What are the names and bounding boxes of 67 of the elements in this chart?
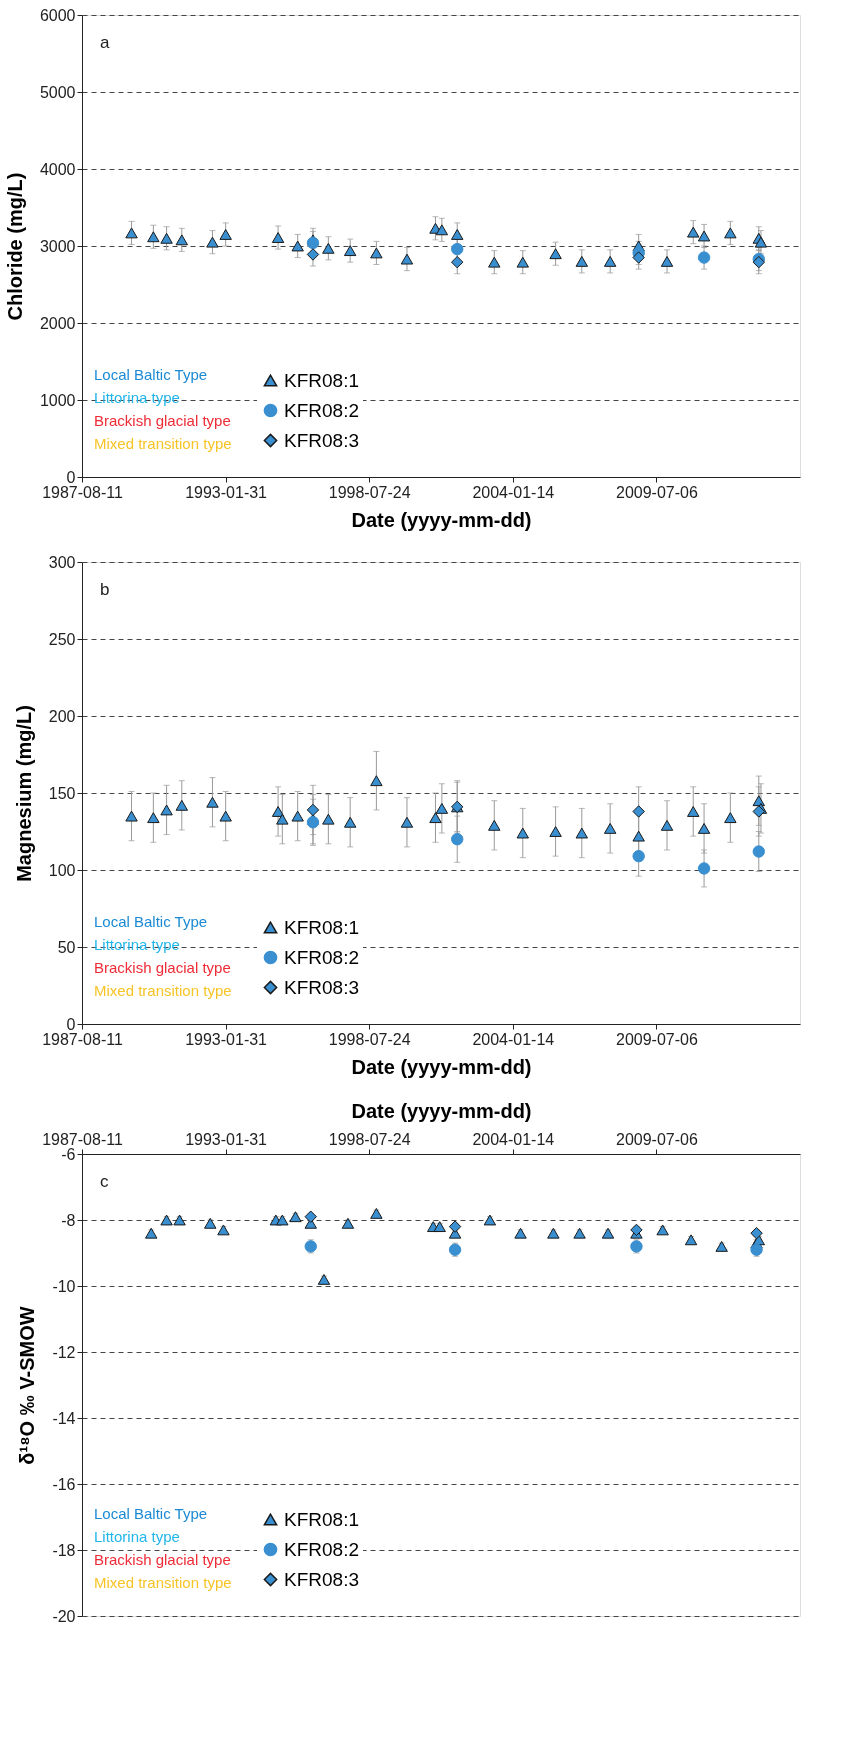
- legend-label: KFR08:2: [284, 946, 359, 968]
- y-tick-label: -10: [52, 1277, 76, 1295]
- y-axis-title: Magnesium (mg/L): [12, 705, 35, 882]
- annotation: Littorina type: [94, 1528, 180, 1545]
- y-tick-label: 1000: [39, 391, 76, 409]
- legend-label: KFR08:1: [284, 369, 359, 391]
- annotation: Local Baltic Type: [94, 366, 208, 383]
- y-tick-label: 6000: [39, 6, 76, 24]
- annotation: Mixed transition type: [94, 435, 232, 452]
- y-tick-label: 0: [66, 468, 76, 486]
- x-tick-label: 2009-07-06: [615, 1030, 698, 1048]
- annotation: a: [100, 33, 110, 52]
- annotation: Littorina type: [94, 936, 180, 953]
- annotation: Brackish glacial type: [94, 959, 231, 976]
- annotation: Mixed transition type: [94, 982, 232, 999]
- x-tick-label: 1993-01-31: [185, 1130, 268, 1148]
- legend-label: KFR08:1: [284, 1508, 359, 1530]
- x-tick-label: 2004-01-14: [472, 1030, 555, 1048]
- y-tick-label: -18: [52, 1541, 76, 1559]
- y-tick-label: 0: [66, 1015, 76, 1033]
- legend-label: KFR08:3: [284, 976, 359, 998]
- x-tick-label: 1987-08-11: [42, 1030, 123, 1048]
- x-axis-title: Date (yyyy-mm-dd): [351, 1055, 532, 1078]
- annotation: c: [100, 1172, 109, 1191]
- legend-label: KFR08:2: [284, 1538, 359, 1560]
- x-tick-label: 2004-01-14: [472, 1130, 555, 1148]
- x-tick-label: 1987-08-11: [42, 1130, 123, 1148]
- x-axis-title: Date (yyyy-mm-dd): [351, 508, 532, 531]
- y-tick-label: 4000: [39, 160, 76, 178]
- x-tick-label: 2009-07-06: [615, 483, 698, 501]
- x-tick-label: 1987-08-11: [42, 483, 123, 501]
- y-tick-label: 200: [48, 707, 76, 725]
- annotation: Mixed transition type: [94, 1574, 232, 1591]
- y-tick-label: -8: [61, 1211, 76, 1229]
- y-tick-label: 300: [48, 553, 76, 571]
- y-tick-label: -20: [52, 1607, 76, 1625]
- y-axis-title: δ¹⁸O ‰ V-SMOW: [16, 1306, 39, 1465]
- legend-label: KFR08:3: [284, 1568, 359, 1590]
- annotation: b: [100, 580, 110, 599]
- y-tick-label: -6: [61, 1145, 76, 1163]
- x-tick-label: 1998-07-24: [328, 1130, 411, 1148]
- x-axis-title: Date (yyyy-mm-dd): [351, 1099, 532, 1122]
- legend-label: KFR08:2: [284, 399, 359, 421]
- x-tick-label: 1998-07-24: [328, 483, 411, 501]
- y-tick-label: -16: [52, 1475, 76, 1493]
- x-tick-label: 1993-01-31: [185, 1030, 268, 1048]
- annotation: Brackish glacial type: [94, 1551, 231, 1568]
- x-tick-label: 2004-01-14: [472, 483, 555, 501]
- annotation: Littorina type: [94, 389, 180, 406]
- x-tick-label: 1998-07-24: [328, 1030, 411, 1048]
- legend-label: KFR08:1: [284, 916, 359, 938]
- y-tick-label: 150: [48, 784, 76, 802]
- annotation: Brackish glacial type: [94, 412, 231, 429]
- y-tick-label: 3000: [39, 237, 76, 255]
- y-tick-label: -14: [52, 1409, 76, 1427]
- y-axis-title: Chloride (mg/L): [3, 172, 26, 321]
- annotation: Local Baltic Type: [94, 1505, 208, 1522]
- x-tick-label: 1993-01-31: [185, 483, 268, 501]
- x-tick-label: 2009-07-06: [615, 1130, 698, 1148]
- y-tick-label: 2000: [39, 314, 76, 332]
- legend-label: KFR08:3: [284, 429, 359, 451]
- y-tick-label: 250: [48, 630, 76, 648]
- y-tick-label: 100: [48, 861, 76, 879]
- y-tick-label: -12: [52, 1343, 76, 1361]
- annotation: Local Baltic Type: [94, 913, 208, 930]
- y-tick-label: 50: [57, 938, 76, 956]
- y-tick-label: 5000: [39, 83, 76, 101]
